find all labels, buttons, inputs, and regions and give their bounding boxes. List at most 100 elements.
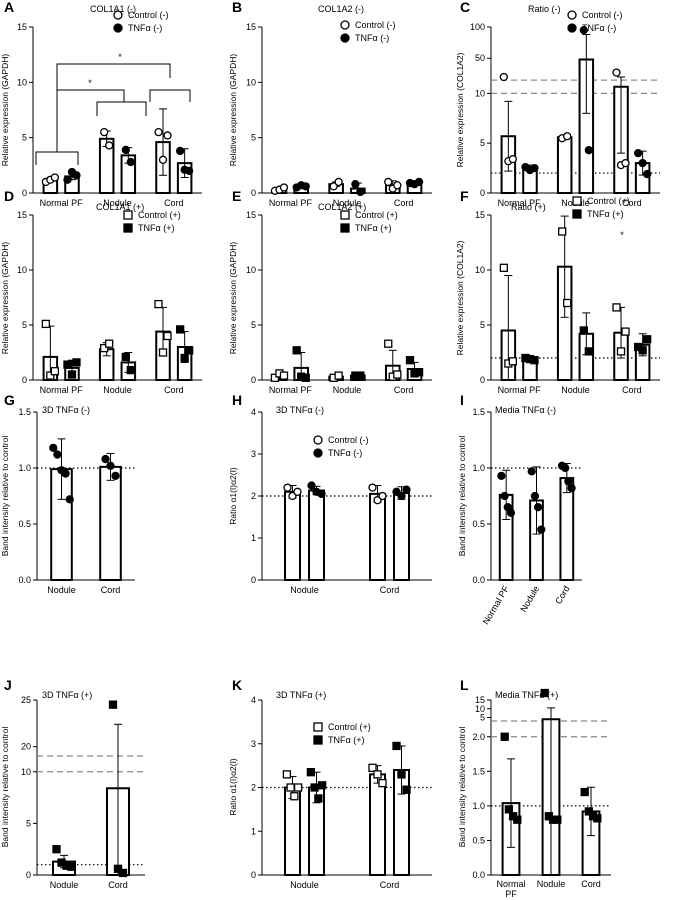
y-tick-label: 5 [480,138,485,148]
data-point [616,347,626,356]
data-point [126,365,135,375]
data-point [579,25,588,35]
y-tick-label: 0.5 [18,519,31,529]
legend-marker [313,448,323,458]
data-point [584,146,593,155]
data-point [500,491,509,501]
x-tick-label: Nodule [561,385,590,395]
y-tick-label: 0 [251,188,256,198]
data-point [163,131,172,140]
x-tick-label: Normal PF [269,385,313,395]
legend-marker [340,33,350,43]
significance-annotations: * * * [35,52,624,240]
data-point [506,508,516,517]
data-point [290,792,299,801]
data-point [392,741,401,751]
data-point [283,483,292,492]
data-point [49,443,58,452]
y-tick-label: 1 [251,826,256,836]
data-point [393,370,402,379]
data-point [621,158,630,168]
data-point [100,127,109,137]
bar [308,489,325,582]
y-tick-label: 1 [251,533,256,543]
legend-label: Control (-) [328,435,369,445]
y-tick-label: 0.5 [472,835,485,845]
data-point [154,127,163,137]
data-point [384,339,393,348]
legend-marker [123,210,133,220]
data-point [612,303,621,312]
legend-label: Control (+) [328,722,371,732]
data-point [593,814,602,823]
y-tick-label: 10 [475,704,485,714]
x-tick-label: Normal PF [498,385,542,395]
data-point [41,319,50,329]
data-point [378,778,387,788]
data-point [497,471,506,480]
data-point [175,146,185,156]
data-point [579,326,588,335]
x-tick-label: Cord [108,880,128,890]
data-point [414,177,424,187]
data-point [351,179,360,189]
panel-letter: J [4,677,12,693]
y-tick-label: 0 [26,870,31,880]
data-point [158,348,168,357]
data-point [293,487,302,496]
data-point [580,787,589,797]
data-point [72,358,81,367]
data-point [314,794,323,803]
x-tick-label: Normal PF [481,584,511,627]
data-point [643,335,652,344]
y-tick-label: 50 [475,53,485,63]
legend-label: TNFα (-) [328,448,362,458]
y-tick-label: 1.5 [472,766,485,776]
data-point [105,141,114,150]
legend-label: TNFα (-) [355,33,389,43]
y-tick-label: 4 [251,407,256,417]
y-tick-label: 5 [22,320,27,330]
panel-h: H 3D TNFα (-) Ratio α1(I)α2(I) 0 1 2 3 4 Nodule C… [228,392,432,595]
y-tick-label: 1.0 [472,801,485,811]
data-point [317,781,327,790]
panel-letter: D [4,188,14,204]
y-tick-label: 25 [21,695,31,705]
data-point [558,227,567,236]
y-tick-label: 15 [246,22,256,32]
x-tick-label: Cord [164,385,184,395]
data-point [553,815,562,824]
bracket-nodule [96,101,147,116]
legend-label: TNFα (-) [582,23,616,33]
data-point [384,177,393,187]
data-point [584,347,593,356]
y-tick-label: 1.5 [472,407,485,417]
panel-letter: L [460,677,469,693]
data-point [105,339,114,348]
y-axis-label: Relative expression (GAPDH) [228,54,238,167]
legend-marker [340,223,350,233]
panel-title: Ratio (-) [528,4,561,14]
panel-c: C Ratio (-) Relative expression (COL1A2) 0 5… [455,0,660,208]
y-tick-label: 3 [251,449,256,459]
legend-label: TNFα (+) [328,735,364,745]
x-tick-label: Nodule [103,385,132,395]
y-tick-label: 10 [21,767,31,777]
legend-marker [340,210,350,220]
data-point [334,371,343,380]
x-tick-label: Normal PF [40,385,84,395]
x-tick-label: Cord [553,584,571,606]
bracket-normal [35,151,79,165]
panel-letter: I [460,392,464,408]
x-tick-label: Normal PF [498,198,542,208]
data-point [46,371,55,380]
data-point [63,175,72,184]
y-tick-label: 5 [251,320,256,330]
data-point [63,360,72,369]
data-point [310,783,319,792]
legend-label: TNFα (+) [138,223,174,233]
panel-title: 3D TNFα (-) [42,405,90,415]
bracket-cord [149,89,191,102]
data-point [499,72,508,82]
data-point [111,471,120,480]
